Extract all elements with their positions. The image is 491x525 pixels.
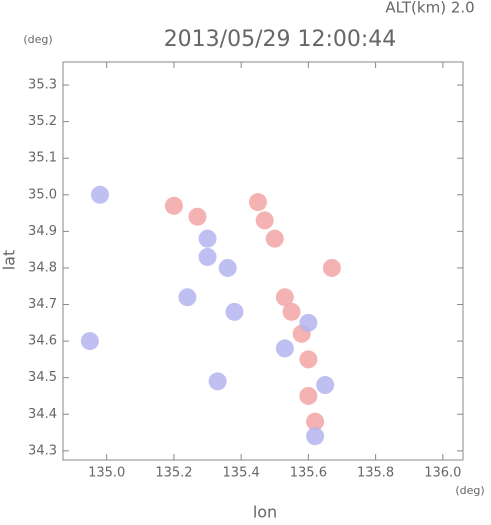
echo-patch (198, 229, 217, 248)
x-tick-label: 135.6 (290, 466, 327, 481)
x-tick-label: 135.4 (223, 466, 260, 481)
plot-frame (62, 61, 464, 461)
echo-patch (188, 207, 207, 226)
x-tick-label: 135.8 (357, 466, 394, 481)
echo-patch (255, 211, 274, 230)
echo-patch (90, 185, 109, 204)
y-tick-label: 34.8 (28, 260, 57, 275)
x-tick-label: 135.2 (155, 466, 192, 481)
x-unit: (deg) (455, 484, 484, 497)
y-tick-label: 34.4 (28, 407, 57, 422)
echo-patch (306, 412, 325, 431)
echo-patch (299, 386, 318, 405)
echo-patch (80, 332, 99, 351)
y-unit: (deg) (23, 33, 52, 46)
echo-patch (248, 193, 267, 212)
chart-subtitle: ALT(km) 2.0 (385, 0, 474, 17)
x-axis-label: lon (253, 503, 277, 522)
y-tick-label: 35.0 (28, 187, 57, 202)
chart-title: 2013/05/29 12:00:44 (164, 27, 397, 52)
echo-patch (198, 247, 217, 266)
y-tick-label: 35.1 (28, 151, 57, 166)
echo-patch (299, 350, 318, 369)
echo-patch (322, 258, 341, 277)
y-tick-label: 35.3 (28, 78, 57, 93)
echo-patch (306, 427, 325, 446)
y-tick-label: 34.7 (28, 297, 57, 312)
y-tick-label: 35.2 (28, 114, 57, 129)
y-tick-label: 34.6 (28, 334, 57, 349)
y-tick-label: 34.9 (28, 224, 57, 239)
echo-patch (316, 376, 335, 395)
echo-patch (299, 313, 318, 332)
y-tick-label: 34.5 (28, 370, 57, 385)
x-tick-label: 136.0 (424, 466, 461, 481)
echo-patch (282, 302, 301, 321)
y-axis-label: lat (0, 250, 19, 271)
echo-patch (265, 229, 284, 248)
echo-patch (218, 258, 237, 277)
echo-patch (225, 302, 244, 321)
echo-patch (164, 196, 183, 215)
x-tick-label: 135.0 (88, 466, 125, 481)
echo-patch (178, 288, 197, 307)
echo-patch (208, 372, 227, 391)
echo-patch (275, 339, 294, 358)
y-tick-label: 34.3 (28, 443, 57, 458)
echo-patch (275, 288, 294, 307)
